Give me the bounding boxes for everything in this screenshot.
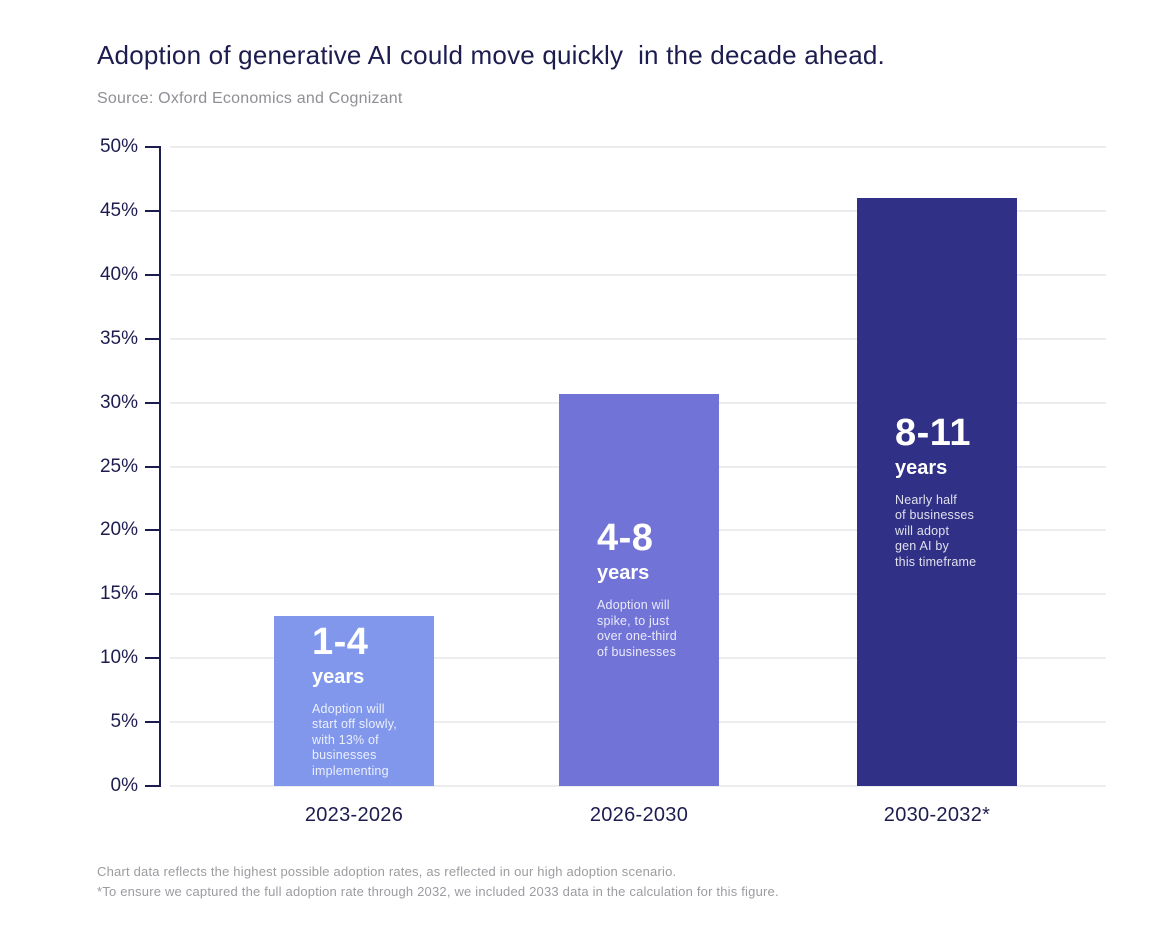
y-axis-tick [145,273,159,276]
y-axis-tick [145,465,159,468]
y-axis-tick [145,337,159,340]
y-axis-label: 30% [99,391,138,413]
y-axis-tick [145,657,159,660]
y-axis-label: 0% [110,775,138,796]
x-axis-label: 2030-2032* [883,804,991,826]
y-axis-line [159,146,161,787]
footnote-line: *To ensure we captured the full adoption… [97,884,779,900]
y-gridline [170,273,1106,276]
bar-unit-label: years [312,665,365,688]
y-axis-tick [145,593,159,596]
y-axis-label: 10% [99,647,138,669]
y-axis-tick [145,146,159,148]
bar-2030-2032-: 8-11 years Nearly half of businesses will … [857,198,1017,786]
y-gridline [170,146,1106,148]
bar-range-label: 8-11 [895,411,971,454]
x-axis-label: 2026-2030 [589,804,689,826]
y-gridline [170,337,1106,340]
bar-description: Adoption will spike, to just over one-th… [597,598,677,659]
y-axis-label: 25% [99,455,138,477]
footnotes: Chart data reflects the highest possible… [97,862,779,902]
y-axis-label: 50% [99,136,138,157]
bar-unit-label: years [597,562,650,585]
y-axis-label: 20% [99,519,138,541]
bar-unit-label: years [895,456,948,479]
bar-range-label: 4-8 [597,517,654,560]
chart-title: Adoption of generative AI could move qui… [97,40,885,70]
y-axis-label: 15% [99,583,138,605]
y-gridline [170,209,1106,212]
bar-description: Nearly half of businesses will adopt gen… [895,492,977,569]
x-axis-label: 2023-2026 [304,804,404,826]
bar-description: Adoption will start off slowly, with 13%… [312,701,397,778]
y-axis-tick [145,721,159,724]
y-axis-label: 35% [99,327,138,349]
chart-source: Source: Oxford Economics and Cognizant [97,90,403,107]
y-axis-tick [145,209,159,212]
y-axis-tick [145,401,159,404]
y-axis-label: 45% [99,199,138,221]
y-axis-label: 5% [110,711,138,733]
footnote-line: Chart data reflects the highest possible… [97,864,677,879]
y-gridline [170,785,1106,787]
y-axis-tick [145,529,159,532]
y-axis-tick [145,785,159,787]
bar-2023-2026: 1-4 years Adoption will start off slowly, … [274,616,434,786]
y-axis-label: 40% [99,263,138,285]
bar-range-label: 1-4 [312,620,369,663]
bar-2026-2030: 4-8 years Adoption will spike, to just ove… [559,393,719,786]
